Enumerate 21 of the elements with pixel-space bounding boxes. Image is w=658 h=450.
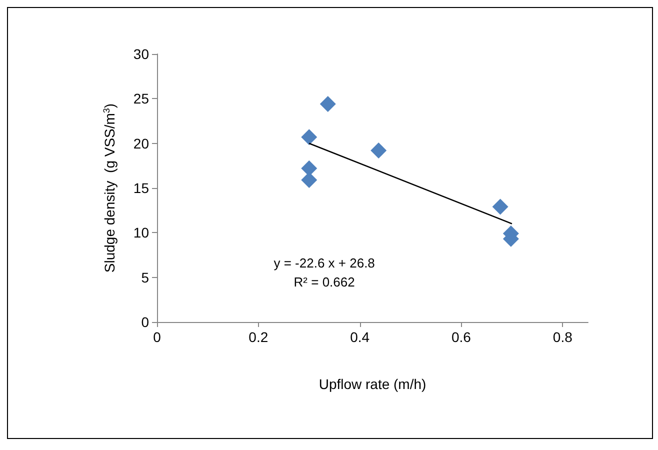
x-tick-label: 0.2: [248, 329, 268, 345]
y-tick-label: 20: [133, 135, 150, 152]
annotation: R² = 0.662: [294, 274, 355, 290]
y-tick-label: 15: [133, 180, 150, 196]
x-tick-label: 0: [153, 329, 162, 345]
y-tick-label: 30: [133, 46, 150, 62]
x-tick-label: 0.4: [350, 329, 370, 345]
point: [320, 96, 336, 112]
y-axis-title: Sludge density (g VSS/m3): [102, 103, 118, 273]
annotation: y = -22.6 x + 26.8: [274, 256, 375, 271]
y-tick-label: 25: [133, 90, 150, 107]
y-tick-label: 0: [141, 314, 150, 330]
point: [301, 160, 318, 176]
x-tick-label: 0.6: [452, 329, 472, 345]
y-tick-label: 5: [141, 269, 150, 286]
x-axis-title: Upflow rate (m/h): [318, 376, 426, 392]
point: [492, 198, 508, 215]
y-tick-label: 10: [133, 224, 150, 241]
point: [301, 129, 318, 146]
x-tick-label: 0.8: [552, 329, 573, 345]
point: [370, 142, 387, 158]
